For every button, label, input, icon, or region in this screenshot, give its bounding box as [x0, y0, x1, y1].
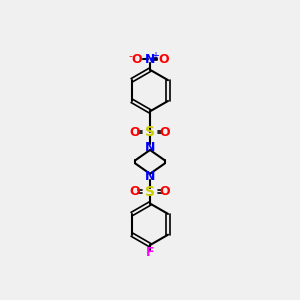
Text: -: -	[128, 51, 132, 61]
Text: N: N	[145, 53, 155, 66]
Text: N: N	[145, 170, 155, 183]
Text: S: S	[145, 184, 155, 199]
Text: O: O	[160, 126, 170, 139]
Text: O: O	[130, 185, 140, 198]
Text: F: F	[146, 246, 154, 259]
Text: O: O	[131, 53, 142, 66]
Text: O: O	[158, 53, 169, 66]
Text: N: N	[145, 140, 155, 154]
Text: O: O	[130, 126, 140, 139]
Text: S: S	[145, 125, 155, 139]
Text: O: O	[160, 185, 170, 198]
Text: +: +	[151, 51, 159, 61]
